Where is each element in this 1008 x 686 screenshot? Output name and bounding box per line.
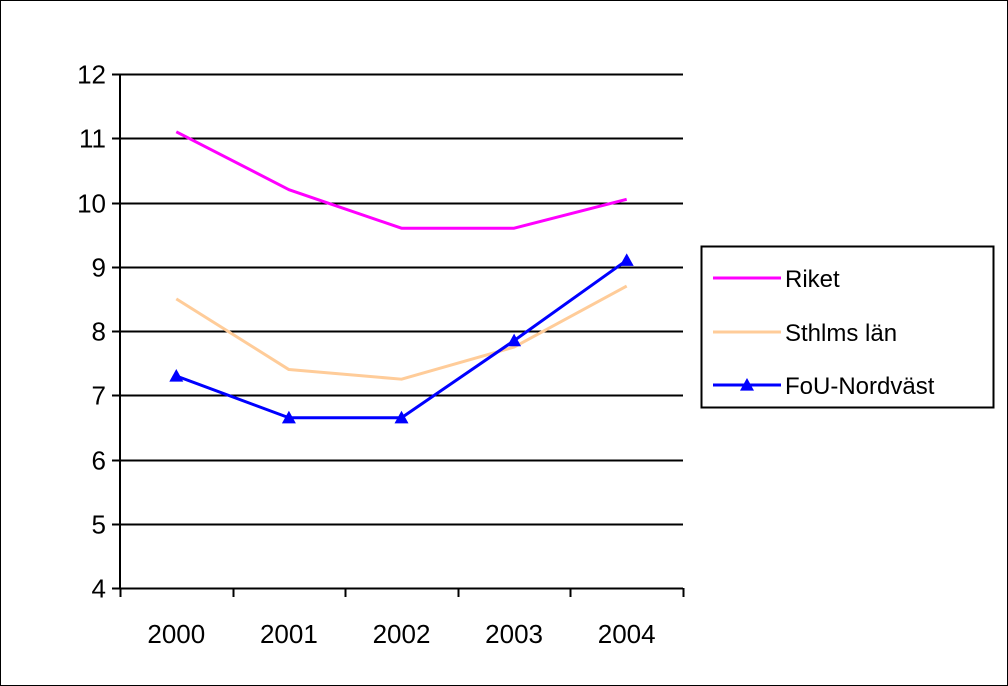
y-tick-label: 12: [77, 60, 106, 90]
axes: 4 5 6 7 8 9 10 11 12 2000 2001 2002 2003 2004: [77, 60, 685, 649]
y-tick-label: 6: [92, 446, 106, 476]
x-tick-label: 2000: [147, 619, 205, 649]
x-tick-label: 2001: [260, 619, 318, 649]
y-tick-label: 11: [79, 124, 106, 154]
legend-label: FoU-Nordväst: [785, 373, 935, 400]
y-tick-label: 10: [77, 189, 106, 219]
series-line-0: [175, 130, 628, 230]
series-point-2-2: [394, 410, 409, 424]
gridlines: [120, 73, 683, 526]
series-line-1: [175, 284, 628, 381]
y-tick-label: 4: [92, 574, 106, 604]
y-tick-label: 5: [92, 510, 106, 540]
y-tick-label: 8: [92, 317, 106, 347]
y-tick-label: 7: [92, 381, 106, 411]
series-point-2-4: [619, 253, 634, 266]
legend-box: [700, 245, 995, 409]
x-tick-label: 2004: [598, 619, 656, 649]
x-tick-label: 2003: [485, 619, 543, 649]
x-tick-label: 2002: [373, 619, 431, 649]
series-point-2-1: [281, 410, 296, 424]
series: [169, 130, 634, 424]
legend-label: Sthlms län: [785, 320, 897, 347]
y-tick-label: 9: [92, 253, 106, 283]
series-point-2-0: [169, 368, 184, 382]
legend-label: Riket: [785, 266, 840, 293]
series-point-2-3: [507, 333, 522, 347]
legend: Riket Sthlms län FoU-Nordväst: [700, 245, 995, 409]
series-line-2: [175, 259, 628, 420]
legend-marker-2: [740, 378, 754, 391]
